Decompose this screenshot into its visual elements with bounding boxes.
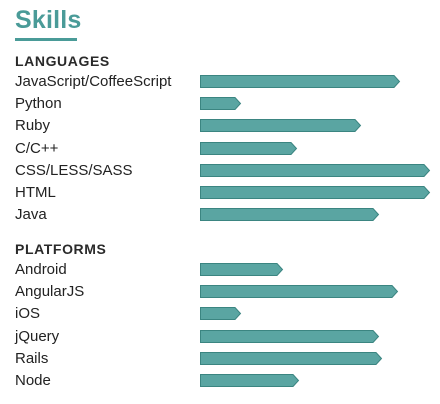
skill-level-fill	[200, 329, 380, 343]
skill-level-bar	[200, 351, 383, 365]
skill-row: HTML	[15, 182, 435, 204]
skill-name: Rails	[15, 349, 49, 367]
skill-level-fill	[200, 119, 362, 133]
skill-name: Python	[15, 95, 62, 113]
skill-level-bar	[200, 208, 380, 222]
skill-row: CSS/LESS/SASS	[15, 160, 435, 182]
skill-name: Node	[15, 372, 51, 389]
skill-name: jQuery	[15, 327, 60, 345]
skill-level-fill	[200, 163, 431, 177]
skill-name: CSS/LESS/SASS	[15, 161, 133, 179]
skill-level-bar	[200, 141, 298, 155]
skill-level-fill	[200, 97, 242, 111]
skill-name: JavaScript/CoffeeScript	[15, 73, 172, 90]
skill-level-bar	[200, 307, 242, 321]
skill-row: Ruby	[15, 115, 435, 137]
skill-name: Ruby	[15, 117, 51, 135]
section-heading-languages: LANGUAGES	[15, 53, 110, 69]
skill-level-fill	[200, 208, 380, 222]
skill-level-bar	[200, 263, 284, 276]
skill-level-bar	[200, 75, 401, 88]
skill-level-fill	[200, 351, 383, 365]
skill-name: Java	[15, 206, 47, 224]
skill-name: C/C++	[15, 139, 59, 157]
skill-row: C/C++	[15, 138, 435, 160]
skill-row: Java	[15, 204, 435, 226]
skill-level-fill	[200, 186, 431, 199]
skill-level-fill	[200, 285, 399, 299]
skill-name: AngularJS	[15, 283, 85, 301]
skill-level-fill	[200, 263, 284, 276]
skill-row: jQuery	[15, 326, 435, 348]
skill-row: iOS	[15, 303, 435, 325]
skill-row: Node	[15, 370, 435, 392]
skill-level-fill	[200, 75, 401, 88]
skill-level-fill	[200, 307, 242, 321]
skill-level-fill	[200, 374, 300, 387]
skill-row: AngularJS	[15, 281, 435, 303]
skill-level-bar	[200, 329, 380, 343]
skill-name: HTML	[15, 184, 56, 201]
skill-row: Android	[15, 259, 435, 281]
skill-level-bar	[200, 186, 431, 199]
skill-level-bar	[200, 163, 431, 177]
skill-level-bar	[200, 285, 399, 299]
title-underline	[15, 38, 77, 41]
section-heading-platforms: PLATFORMS	[15, 241, 107, 257]
skill-level-bar	[200, 119, 362, 133]
skill-level-fill	[200, 141, 298, 155]
page-title: Skills	[15, 6, 82, 34]
skill-row: Rails	[15, 348, 435, 370]
skill-name: iOS	[15, 305, 41, 323]
skill-level-bar	[200, 97, 242, 111]
skill-row: JavaScript/CoffeeScript	[15, 71, 435, 93]
skill-row: Python	[15, 93, 435, 115]
skill-name: Android	[15, 261, 67, 278]
skill-level-bar	[200, 374, 300, 387]
